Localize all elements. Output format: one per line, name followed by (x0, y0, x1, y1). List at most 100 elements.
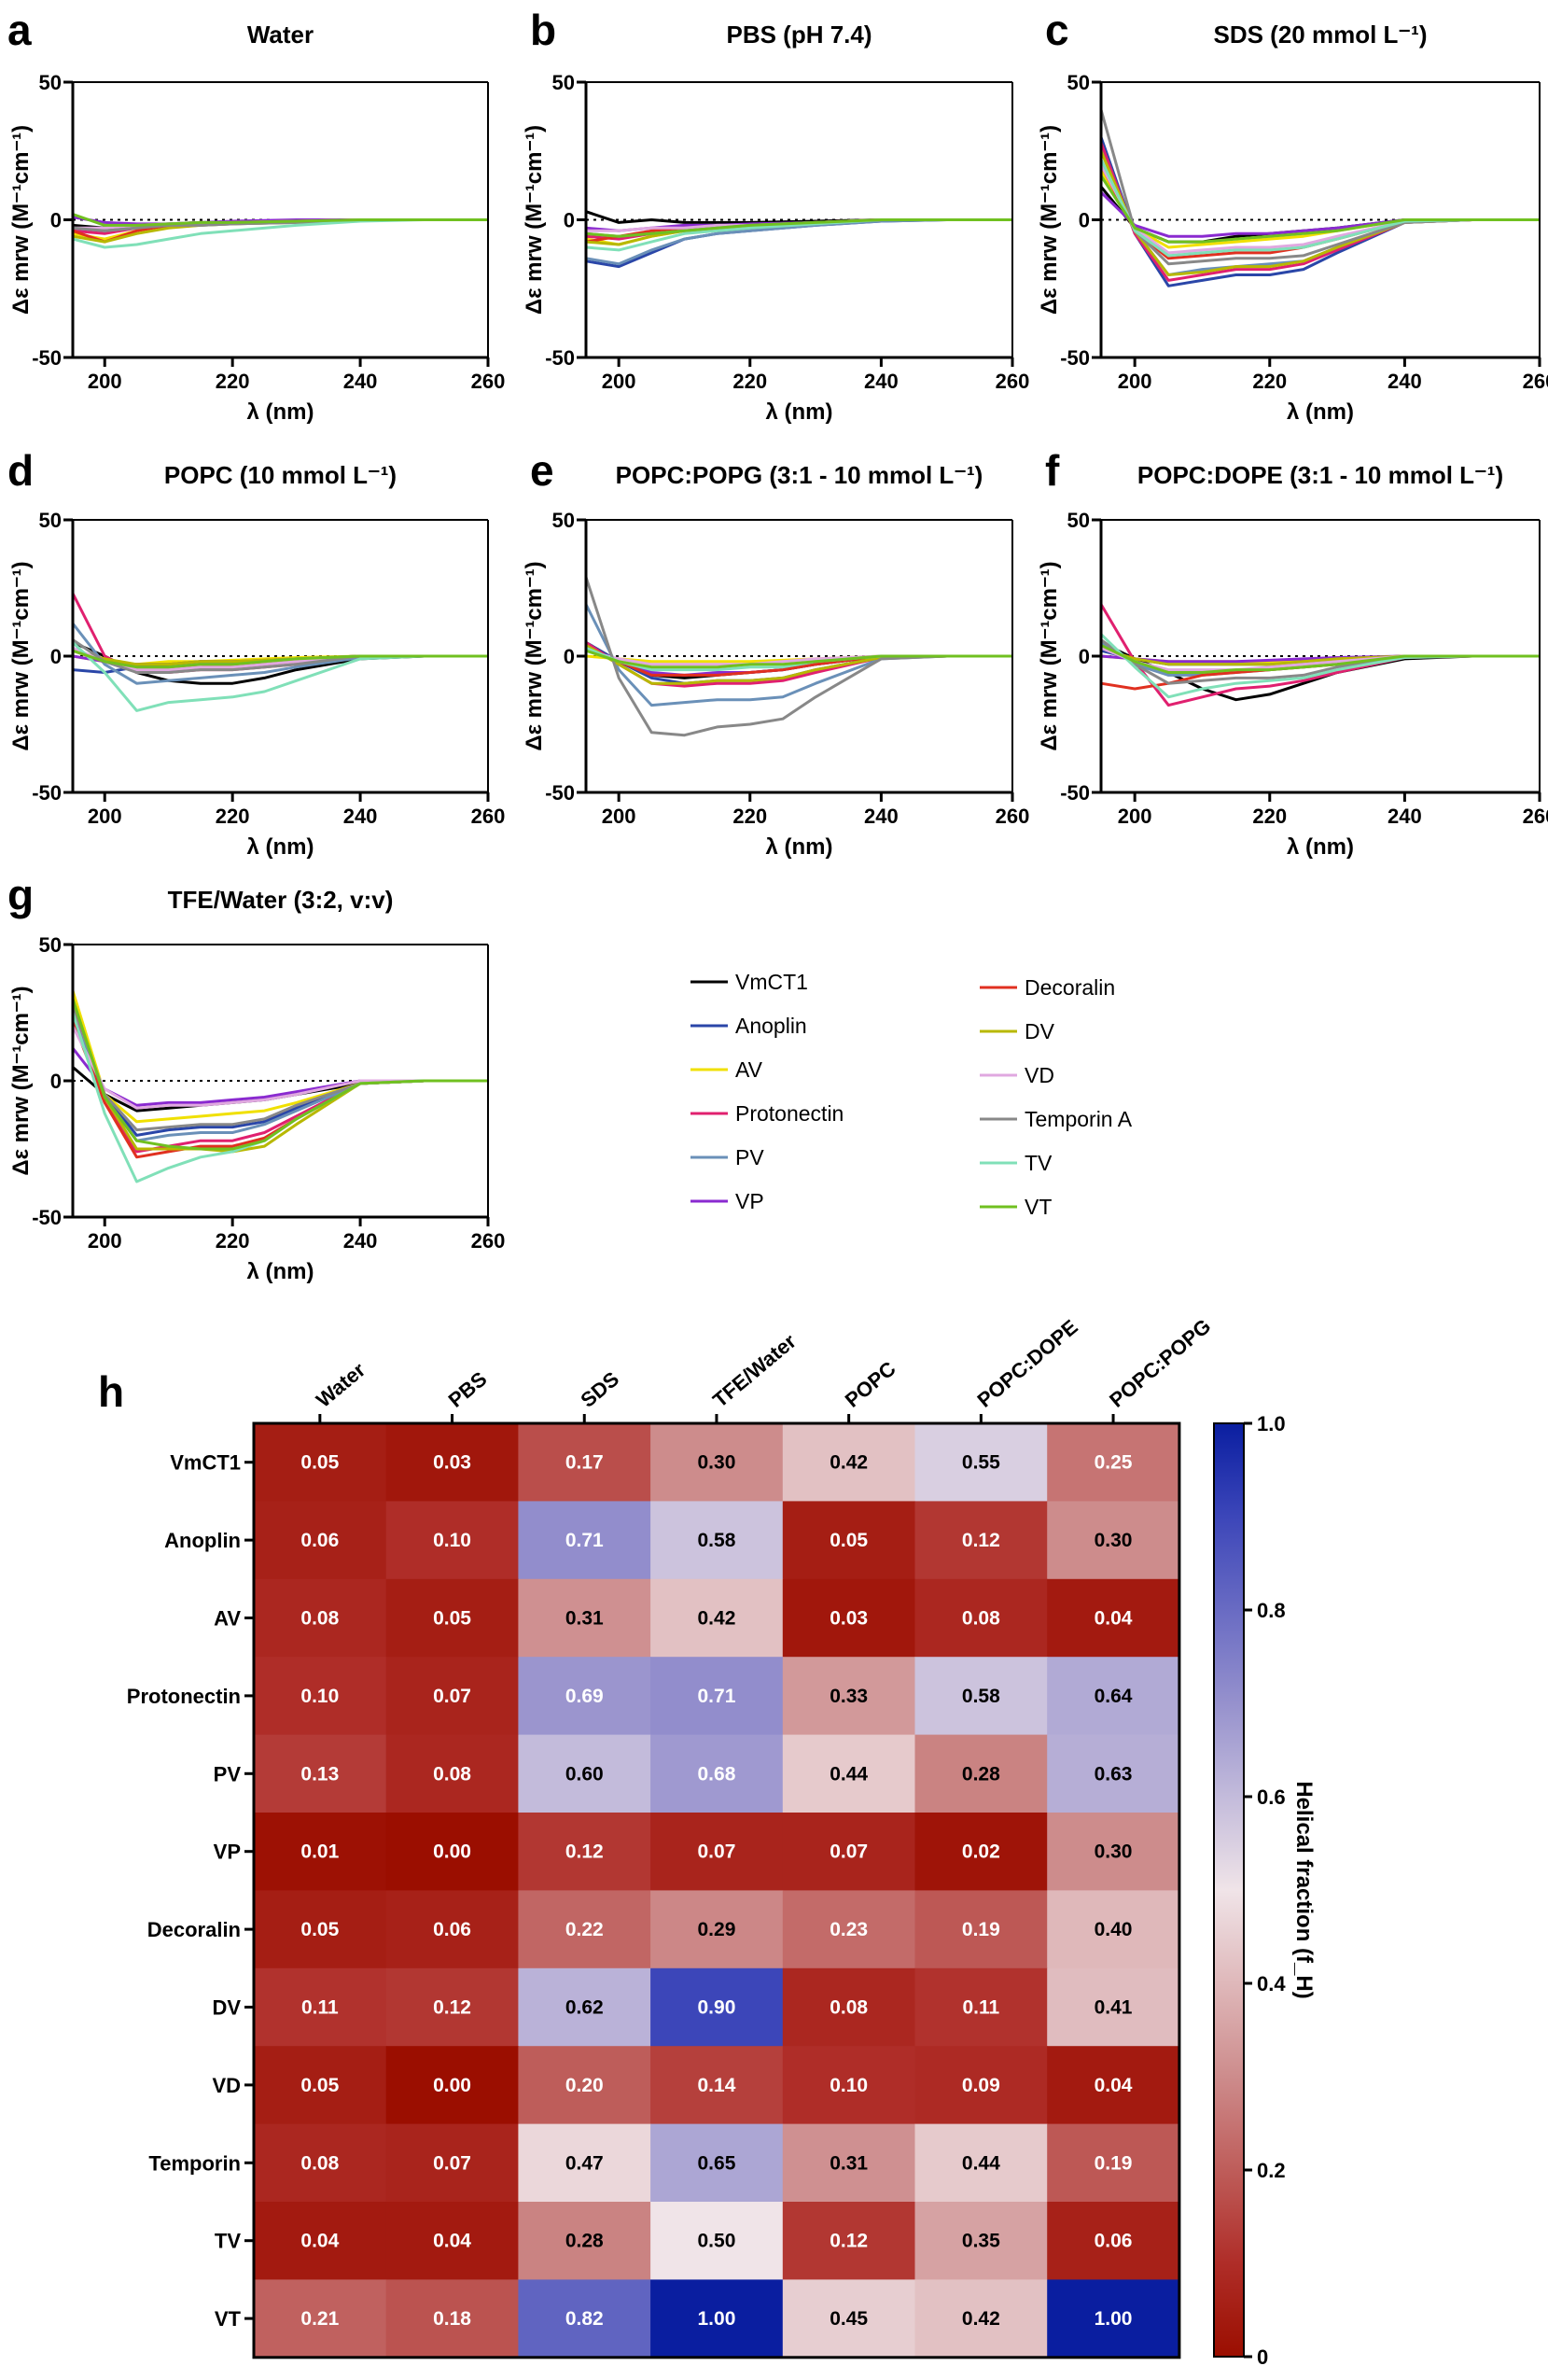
x-tick-label: 200 (602, 805, 636, 828)
heatmap-value: 0.30 (1095, 1841, 1133, 1863)
row-label: Decoralin (147, 1918, 241, 1941)
heatmap-value: 0.08 (433, 1763, 471, 1785)
heatmap-cell (385, 2279, 519, 2359)
column-label: PBS (444, 1367, 492, 1412)
x-tick-label: 240 (1388, 370, 1422, 393)
column-label: SDS (576, 1367, 623, 1412)
heatmap-value: 0.05 (830, 1530, 868, 1551)
heatmap-value: 0.03 (830, 1608, 868, 1630)
panel-c: c SDS (20 mmol L⁻¹) 200 220 240 260 -50 0 50 λ (n… (1037, 6, 1548, 425)
heatmap-value: 0.00 (433, 1841, 471, 1863)
heatmap-value: 0.02 (962, 1841, 1000, 1863)
heatmap-cell (254, 1890, 387, 1969)
heatmap-cell (782, 2202, 916, 2280)
x-axis-label: λ (nm) (1287, 399, 1354, 425)
x-axis-label: λ (nm) (1287, 834, 1354, 860)
heatmap-cell (254, 1734, 387, 1813)
x-axis-label: λ (nm) (247, 1259, 314, 1284)
panel-title: POPC (10 mmol L⁻¹) (164, 461, 397, 489)
heatmap-cell (914, 1657, 1048, 1736)
heatmap-cell (650, 1578, 784, 1658)
heatmap-cell (914, 1501, 1048, 1580)
x-tick-label: 260 (1523, 805, 1548, 828)
heatmap-value: 0.90 (698, 1997, 736, 2019)
heatmap-cell (914, 1734, 1048, 1813)
panel-g: g TFE/Water (3:2, v:v) 200 220 240 260 -50 0 50 λ… (7, 871, 505, 1284)
heatmap-value: 0.08 (962, 1608, 1000, 1630)
heatmap-value: 0.71 (698, 1686, 736, 1707)
colorbar-tick-label: 0.6 (1257, 1785, 1286, 1809)
heatmap-cell (650, 1967, 784, 2047)
heatmap-cell (518, 1890, 651, 1969)
heatmap-cell (1047, 1813, 1180, 1891)
y-tick-label: -50 (32, 1206, 62, 1229)
heatmap-cell (782, 1967, 916, 2047)
heatmap-cell (518, 1578, 651, 1658)
x-tick-label: 260 (996, 370, 1030, 393)
heatmap-value: 0.17 (565, 1452, 604, 1474)
heatmap-value: 0.68 (698, 1763, 736, 1785)
y-tick-label: 50 (552, 71, 575, 94)
heatmap-value: 0.28 (962, 1763, 1000, 1785)
heatmap-value: 0.12 (962, 1530, 1000, 1551)
x-tick-label: 240 (343, 370, 378, 393)
y-tick-label: 50 (552, 509, 575, 532)
heatmap-value: 0.41 (1095, 1997, 1133, 2019)
x-tick-label: 220 (216, 805, 250, 828)
colorbar-tick-label: 0.8 (1257, 1599, 1286, 1622)
series-line-tv (71, 641, 488, 712)
x-tick-label: 220 (1252, 370, 1287, 393)
heatmap-value: 0.21 (300, 2308, 339, 2330)
heatmap-value: 0.10 (433, 1530, 471, 1551)
heatmap-cell (914, 1578, 1048, 1658)
y-axis-label: Δε mrw (M⁻¹cm⁻¹) (1037, 125, 1062, 315)
legend-label: PV (735, 1145, 764, 1169)
column-label: POPC:DOPE (972, 1315, 1081, 1412)
heatmap-value: 0.07 (433, 2152, 471, 2174)
heatmap-value: 0.12 (433, 1997, 471, 2019)
row-label: Anoplin (164, 1529, 241, 1552)
heatmap-cell (914, 2123, 1048, 2203)
panel-letter: g (7, 871, 34, 919)
heatmap-cell (254, 1423, 387, 1502)
heatmap-value: 0.23 (830, 1919, 868, 1940)
y-tick-label: 50 (1067, 509, 1090, 532)
heatmap-cell (518, 2046, 651, 2125)
heatmap-cell (650, 1657, 784, 1736)
series-line-av (71, 990, 488, 1124)
heatmap-cell (782, 1578, 916, 1658)
series-line-temporin-a (584, 576, 1012, 737)
y-axis-label: Δε mrw (M⁻¹cm⁻¹) (522, 561, 547, 750)
heatmap-cell (1047, 2202, 1180, 2280)
y-tick-label: 0 (50, 645, 62, 668)
colorbar (1213, 1422, 1245, 2358)
x-tick-label: 200 (602, 370, 636, 393)
heatmap-cell (518, 1734, 651, 1813)
heatmap-cell (1047, 2123, 1180, 2203)
series-line-vd (1099, 163, 1540, 255)
heatmap-value: 0.04 (1095, 1608, 1133, 1630)
x-tick-label: 260 (471, 1229, 506, 1253)
panel-letter: d (7, 446, 34, 495)
heatmap-cell (385, 1813, 519, 1891)
series-line-vt (72, 649, 488, 669)
y-tick-label: 0 (1079, 209, 1090, 232)
x-tick-label: 200 (1118, 370, 1152, 393)
heatmap-cell (1047, 1578, 1180, 1658)
colorbar-tick-label: 0 (1257, 2345, 1268, 2369)
heatmap-cell (385, 2202, 519, 2280)
panel-letter: f (1045, 446, 1060, 495)
heatmap-cell (1047, 1423, 1180, 1502)
heatmap-value: 0.05 (300, 1919, 339, 1940)
heatmap-cell (1047, 1501, 1180, 1580)
heatmap-cell (385, 1890, 519, 1969)
x-axis-label: λ (nm) (766, 834, 833, 860)
heatmap-value: 0.42 (698, 1608, 736, 1630)
heatmap-cell (1047, 1734, 1180, 1813)
y-tick-label: 0 (50, 209, 62, 232)
legend-label: AV (735, 1057, 763, 1082)
y-tick-label: 50 (39, 933, 62, 957)
heatmap-value: 0.19 (962, 1919, 1000, 1940)
y-tick-label: 0 (50, 1070, 62, 1093)
